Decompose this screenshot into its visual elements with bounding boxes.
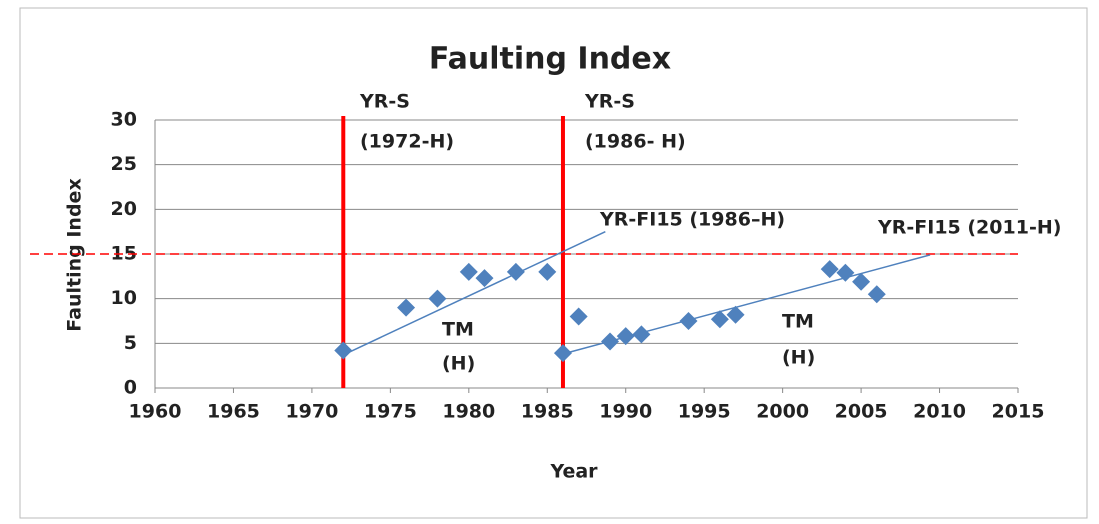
annotation: YR-S [359, 91, 410, 113]
x-tick-label: 1960 [129, 401, 182, 423]
x-tick-label: 2005 [835, 401, 888, 423]
annotation: YR-FI15 (1986–H) [599, 209, 785, 231]
annotation: (1986- H) [585, 131, 686, 153]
y-tick-label: 30 [111, 109, 137, 131]
annotation: TM [442, 319, 474, 341]
annotation: (1972-H) [360, 131, 454, 153]
x-tick-label: 1980 [442, 401, 495, 423]
data-point [820, 260, 839, 279]
x-axis-label: Year [549, 461, 598, 483]
annotation: YR-FI15 (2011-H) [877, 217, 1061, 239]
annotation: (H) [782, 347, 815, 369]
x-tick-label: 1975 [364, 401, 417, 423]
data-point [632, 325, 651, 344]
x-tick-label: 1970 [285, 401, 338, 423]
chart-title: Faulting Index [429, 42, 671, 77]
chart-frame [19, 7, 1088, 519]
x-tick-label: 2000 [756, 401, 809, 423]
x-tick-label: 1985 [521, 401, 574, 423]
x-tick-label: 2015 [992, 401, 1045, 423]
y-axis-label: Faulting Index [64, 178, 86, 331]
annotation: YR-S [584, 91, 635, 113]
data-point [836, 263, 855, 282]
x-tick-label: 2010 [913, 401, 966, 423]
x-tick-label: 1995 [678, 401, 731, 423]
data-point [616, 327, 635, 346]
data-point [710, 310, 729, 329]
y-tick-label: 10 [111, 287, 137, 309]
data-point [475, 269, 494, 288]
x-tick-label: 1990 [599, 401, 652, 423]
data-point [397, 298, 416, 317]
data-point [459, 262, 478, 281]
data-point [726, 305, 745, 324]
y-tick-label: 0 [124, 377, 137, 399]
y-tick-label: 15 [111, 243, 137, 265]
trend-line [342, 230, 606, 356]
data-point [852, 272, 871, 291]
y-tick-label: 25 [111, 153, 137, 175]
data-point [428, 289, 447, 308]
data-point [679, 312, 698, 330]
annotation: TM [782, 311, 814, 333]
data-point [601, 332, 620, 351]
data-point [867, 285, 886, 304]
data-point [569, 307, 588, 326]
data-point [334, 341, 353, 360]
data-point [553, 344, 572, 363]
annotation: (H) [442, 353, 475, 375]
y-tick-label: 20 [111, 198, 137, 220]
x-tick-label: 1965 [207, 401, 260, 423]
y-tick-label: 5 [124, 332, 137, 354]
data-point [538, 262, 557, 281]
data-point [506, 262, 525, 281]
